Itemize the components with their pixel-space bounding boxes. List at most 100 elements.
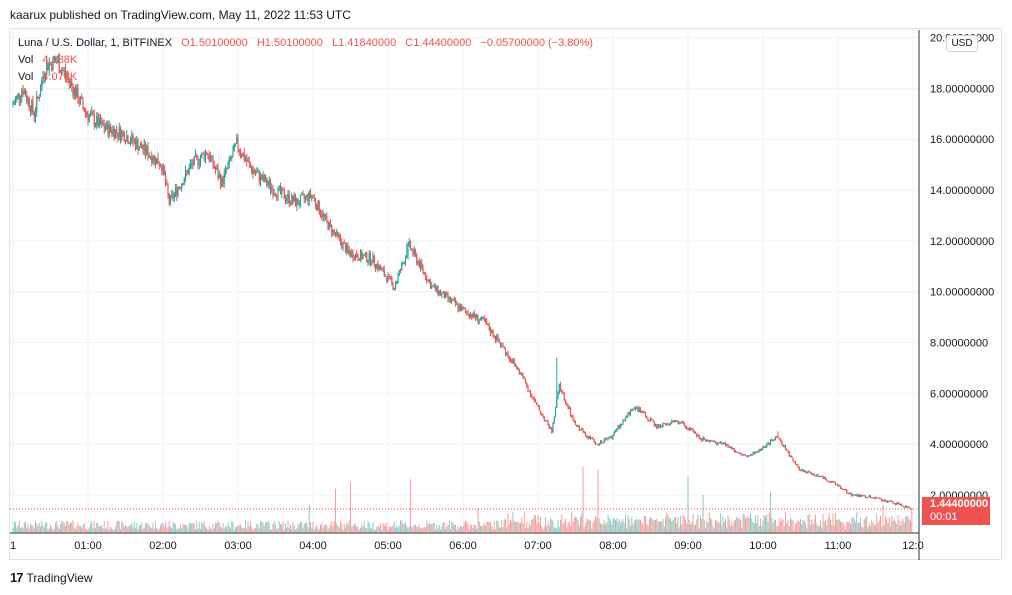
volume-bar	[673, 517, 675, 533]
volume-bar	[455, 524, 456, 533]
volume-bar	[815, 514, 816, 533]
volume-bar	[723, 521, 725, 533]
volume-bar	[633, 520, 635, 533]
candle-body	[746, 455, 748, 457]
x-tick-label: 09:00	[674, 540, 702, 552]
volume-bar	[262, 522, 264, 533]
brand-footer[interactable]: 17 TradingView	[10, 570, 93, 585]
candle-body	[559, 383, 562, 390]
volume-bar	[453, 524, 455, 533]
currency-badge[interactable]: USD	[946, 35, 978, 52]
candle-body	[22, 91, 24, 94]
volume-bar	[630, 526, 631, 533]
volume-bar	[868, 522, 870, 533]
chart-frame[interactable]	[9, 28, 1002, 560]
candle-body	[807, 471, 809, 474]
volume-bar	[141, 522, 143, 533]
candle-body	[788, 451, 790, 457]
volume-bar	[306, 522, 308, 533]
volume-bar	[642, 524, 644, 533]
candle-body	[268, 181, 270, 185]
volume-bar	[888, 517, 890, 533]
volume-bar	[305, 523, 306, 533]
volume-bar	[308, 504, 310, 533]
candle-body	[889, 500, 892, 502]
candle-body	[777, 437, 779, 439]
volume-bar	[476, 528, 478, 533]
volume-bar	[370, 527, 371, 533]
candle-body	[599, 441, 602, 444]
candle-body	[14, 98, 17, 104]
candle-body	[232, 150, 234, 158]
candle-body	[27, 98, 29, 102]
candle-body	[319, 213, 322, 216]
candle-body	[654, 424, 657, 426]
candle-body	[547, 420, 549, 426]
candle-body	[79, 97, 82, 103]
candle-body	[741, 453, 743, 456]
volume-bar	[845, 529, 846, 533]
candle-body	[484, 320, 487, 322]
candle-body	[478, 320, 480, 322]
candle-body	[817, 474, 819, 477]
volume-bar	[622, 518, 624, 533]
volume-bar	[882, 504, 884, 533]
candle-body	[342, 242, 344, 248]
candle-body	[512, 360, 514, 363]
candle-body	[32, 101, 34, 112]
candle-body	[146, 146, 148, 154]
candle-body	[526, 382, 528, 386]
volume-bar	[358, 529, 360, 533]
candle-body	[859, 494, 862, 497]
volume-bar	[663, 526, 665, 533]
volume-bar	[286, 527, 288, 533]
volume-bar	[336, 523, 338, 533]
volume-bar	[190, 523, 191, 533]
candle-body	[562, 391, 564, 394]
candle-body	[424, 272, 427, 279]
candle-body	[166, 183, 168, 185]
candle-body	[89, 113, 92, 116]
candle-body	[522, 374, 524, 378]
volume-bar	[352, 525, 354, 533]
volume-label[interactable]: Vol	[18, 54, 34, 66]
volume-bar	[757, 515, 759, 533]
candle-body	[156, 158, 158, 165]
candle-body	[676, 420, 678, 422]
candle-body	[322, 213, 324, 218]
candle-body	[556, 398, 558, 408]
volume-label[interactable]: Vol	[18, 71, 34, 83]
volume-bar	[523, 512, 525, 533]
volume-bar	[736, 516, 738, 533]
candle-body	[311, 195, 313, 197]
volume-bar	[390, 526, 391, 533]
x-tick-label: 12:0	[902, 540, 923, 552]
volume-bar	[287, 520, 289, 533]
volume-bar	[183, 524, 185, 533]
volume-bar	[492, 529, 494, 533]
volume-bar	[421, 527, 423, 533]
candle-body	[758, 449, 760, 452]
candle-body	[543, 416, 545, 421]
volume-bar	[137, 529, 139, 533]
volume-bar	[567, 522, 569, 533]
candle-body	[31, 101, 33, 113]
symbol-label[interactable]: Luna / U.S. Dollar, 1, BITFINEX	[18, 37, 173, 49]
volume-bar	[828, 513, 830, 533]
volume-bar	[808, 513, 810, 533]
candle-body	[883, 499, 885, 502]
volume-bar	[385, 525, 386, 533]
candle-body	[623, 420, 625, 422]
candle-body	[184, 170, 187, 180]
volume-bar	[261, 521, 263, 533]
volume-bar	[851, 518, 853, 533]
candle-body	[218, 175, 220, 178]
candle-body	[414, 249, 417, 255]
candle-body	[429, 281, 432, 289]
x-tick-label: 1	[10, 540, 16, 552]
candle-body	[202, 152, 204, 154]
volume-bar	[766, 514, 768, 533]
volume-bar	[55, 522, 56, 533]
volume-bar	[20, 528, 21, 533]
